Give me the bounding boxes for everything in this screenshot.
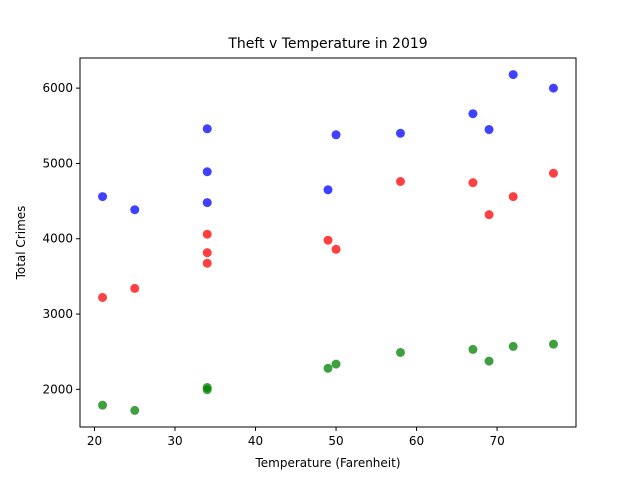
y-tick-label: 6000 [42, 81, 73, 95]
data-point-series-3-6 [331, 359, 341, 369]
data-point-series-2-8 [395, 177, 405, 187]
y-tick-label: 4000 [42, 232, 73, 246]
data-point-series-3-2 [130, 405, 140, 415]
chart-title: Theft v Temperature in 2019 [227, 36, 427, 52]
x-tick-label: 30 [167, 434, 182, 448]
x-tick-label: 20 [87, 434, 102, 448]
data-point-series-3-7 [395, 347, 405, 357]
data-point-series-1-10 [484, 125, 494, 135]
data-point-series-2-7 [331, 244, 341, 254]
data-point-series-3-9 [484, 356, 494, 366]
data-point-series-2-9 [468, 178, 478, 188]
data-point-series-2-3 [202, 229, 212, 239]
x-tick-label: 70 [489, 434, 504, 448]
y-tick-label: 5000 [42, 156, 73, 170]
data-point-series-3-1 [98, 400, 108, 410]
points-layer [98, 70, 558, 415]
data-point-series-1-6 [323, 185, 333, 195]
axes-layer [79, 57, 577, 428]
data-point-series-1-3 [202, 124, 212, 134]
data-point-series-2-1 [98, 292, 108, 302]
data-point-series-2-11 [508, 192, 518, 202]
data-point-series-2-5 [202, 258, 212, 268]
data-point-series-1-1 [98, 192, 108, 202]
data-point-series-1-11 [508, 70, 518, 80]
data-point-series-3-10 [508, 341, 518, 351]
x-tick-label: 40 [248, 434, 263, 448]
data-point-series-2-6 [323, 235, 333, 245]
plot-frame [79, 57, 577, 428]
x-ticks: 20 30 40 50 60 70 [87, 427, 505, 448]
data-point-series-3-4 [202, 385, 212, 395]
data-point-series-3-5 [323, 363, 333, 373]
y-tick-label: 3000 [42, 307, 73, 321]
data-point-series-1-7 [331, 130, 341, 140]
y-ticks: 2000 3000 4000 5000 6000 [42, 81, 80, 396]
data-point-series-2-10 [484, 210, 494, 220]
y-tick-label: 2000 [42, 382, 73, 396]
data-point-series-2-4 [202, 248, 212, 258]
data-point-series-1-12 [548, 83, 558, 93]
data-point-series-1-8 [395, 128, 405, 138]
data-point-series-1-9 [468, 109, 478, 119]
data-point-series-1-4 [202, 167, 212, 177]
x-tick-label: 60 [409, 434, 424, 448]
data-point-series-2-12 [548, 168, 558, 178]
data-point-series-1-2 [130, 205, 140, 215]
y-axis-label: Total Crimes [14, 206, 28, 281]
data-point-series-1-5 [202, 198, 212, 208]
x-axis-label: Temperature (Farenheit) [254, 456, 400, 470]
x-tick-label: 50 [328, 434, 343, 448]
data-point-series-2-2 [130, 283, 140, 293]
data-point-series-3-11 [548, 339, 558, 349]
data-point-series-3-8 [468, 344, 478, 354]
